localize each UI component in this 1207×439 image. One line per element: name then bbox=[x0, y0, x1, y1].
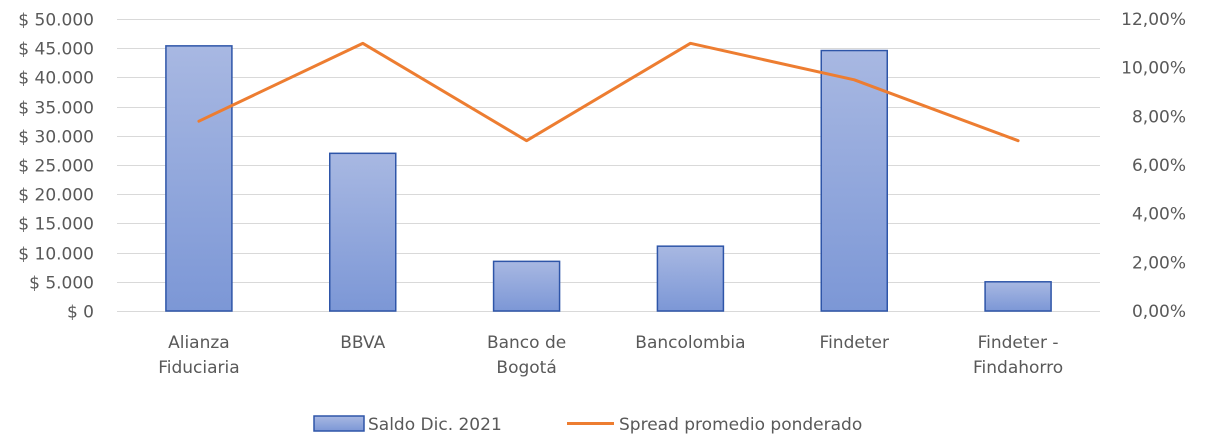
category-label: Bogotá bbox=[496, 358, 556, 378]
y-right-tick-label: 6,00% bbox=[1132, 156, 1186, 176]
category-label: Findeter bbox=[820, 333, 889, 353]
bar bbox=[492, 260, 561, 312]
bar bbox=[984, 281, 1052, 312]
category-label: Findeter - bbox=[978, 333, 1059, 353]
legend: Saldo Dic. 2021 Spread promedio ponderad… bbox=[313, 415, 862, 435]
y-left-tick-label: $ 45.000 bbox=[18, 40, 94, 60]
y-left-tick-label: $ 50.000 bbox=[18, 11, 94, 31]
spread-line bbox=[197, 41, 1020, 143]
left-axis: $ 0 $ 5.000 $ 10.000 $ 15.000 $ 20.000 $ 25.0… bbox=[18, 11, 94, 323]
y-left-tick-label: $ 5.000 bbox=[29, 274, 94, 294]
category-label: Bancolombia bbox=[635, 333, 745, 353]
category-label: Banco de bbox=[487, 333, 566, 353]
y-right-tick-label: 12,00% bbox=[1121, 10, 1186, 30]
y-right-tick-label: 8,00% bbox=[1132, 107, 1186, 127]
right-axis: 0,00% 2,00% 4,00% 6,00% 8,00% 10,00% 12,00% bbox=[1121, 10, 1186, 322]
y-left-tick-label: $ 30.000 bbox=[18, 128, 94, 148]
category-label: Fiduciaria bbox=[158, 358, 239, 378]
y-right-tick-label: 0,00% bbox=[1132, 302, 1186, 322]
line-series bbox=[197, 41, 1020, 143]
y-right-tick-label: 2,00% bbox=[1132, 253, 1186, 273]
y-left-tick-label: $ 25.000 bbox=[18, 157, 94, 177]
bar-series bbox=[165, 45, 1052, 312]
category-label: Alianza bbox=[168, 333, 230, 353]
category-axis: Alianza Fiduciaria BBVA Banco de Bogotá Banco… bbox=[158, 333, 1063, 378]
y-left-tick-label: $ 15.000 bbox=[18, 215, 94, 235]
legend-swatch-bar bbox=[313, 415, 365, 432]
gridlines bbox=[117, 19, 1100, 312]
category-label: Findahorro bbox=[973, 358, 1063, 378]
y-left-tick-label: $ 35.000 bbox=[18, 99, 94, 119]
y-left-tick-label: $ 0 bbox=[67, 303, 94, 323]
y-left-tick-label: $ 20.000 bbox=[18, 186, 94, 206]
bar bbox=[820, 49, 888, 312]
y-left-tick-label: $ 10.000 bbox=[18, 245, 94, 265]
bar bbox=[165, 45, 233, 312]
legend-label-line: Spread promedio ponderado bbox=[619, 415, 862, 435]
y-right-tick-label: 10,00% bbox=[1121, 59, 1186, 79]
legend-label-bar: Saldo Dic. 2021 bbox=[368, 415, 502, 435]
y-left-tick-label: $ 40.000 bbox=[18, 69, 94, 89]
bar bbox=[656, 245, 725, 312]
y-right-tick-label: 4,00% bbox=[1132, 205, 1186, 225]
bar bbox=[329, 152, 397, 312]
category-label: BBVA bbox=[340, 333, 385, 353]
